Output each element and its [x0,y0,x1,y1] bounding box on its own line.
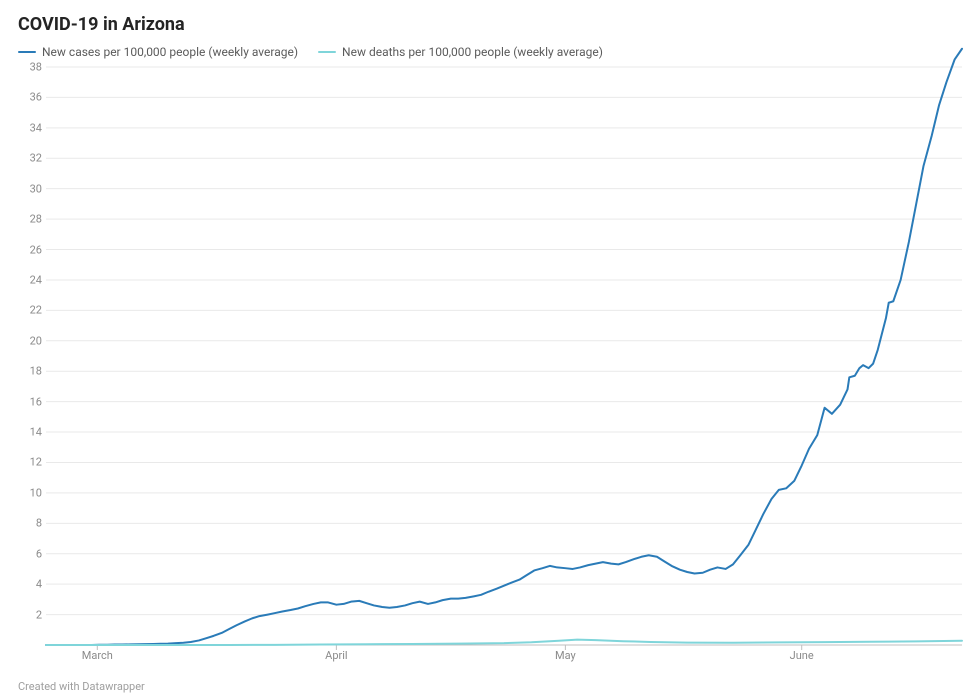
legend: New cases per 100,000 people (weekly ave… [18,45,962,59]
y-tick-label: 16 [30,395,42,408]
y-tick-label: 12 [30,456,42,469]
gridlines [46,67,962,615]
y-tick-label: 34 [30,121,42,134]
y-tick-label: 6 [36,547,42,560]
y-tick-label: 38 [30,61,42,74]
y-tick-label: 20 [30,334,42,347]
y-tick-label: 4 [36,578,42,591]
series-line-cases [46,49,962,645]
y-tick-label: 28 [30,213,42,226]
chart-wrapper: COVID-19 in Arizona New cases per 100,00… [0,0,980,699]
x-tick-label: June [790,649,814,662]
x-axis: March April May June [46,649,962,665]
y-tick-label: 22 [30,304,42,317]
y-tick-label: 10 [30,486,42,499]
chart-area: 2468101214161820222426283032343638 March… [18,67,962,665]
y-tick-label: 18 [30,365,42,378]
y-tick-label: 26 [30,243,42,256]
y-tick-label: 36 [30,91,42,104]
y-tick-label: 14 [30,426,42,439]
x-tick-label: May [555,649,576,662]
legend-swatch-deaths [318,51,336,53]
plot-area [46,67,962,645]
plot-svg [46,67,962,645]
y-tick-label: 32 [30,152,42,165]
legend-item-deaths: New deaths per 100,000 people (weekly av… [318,45,603,59]
y-axis: 2468101214161820222426283032343638 [18,67,42,665]
y-tick-label: 30 [30,182,42,195]
chart-title: COVID-19 in Arizona [18,14,962,35]
x-tick-label: April [325,649,347,662]
x-tick-label: March [82,649,113,662]
series-lines [46,49,962,645]
legend-label-cases: New cases per 100,000 people (weekly ave… [42,45,298,59]
attribution: Created with Datawrapper [18,680,145,693]
y-tick-label: 2 [36,608,42,621]
legend-label-deaths: New deaths per 100,000 people (weekly av… [342,45,603,59]
y-tick-label: 8 [36,517,42,530]
legend-item-cases: New cases per 100,000 people (weekly ave… [18,45,298,59]
y-tick-label: 24 [30,273,42,286]
legend-swatch-cases [18,51,36,53]
